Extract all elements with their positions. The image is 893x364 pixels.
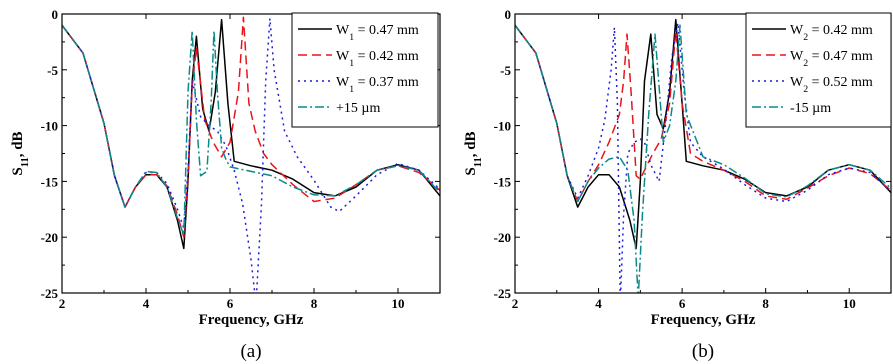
y-tick-label: -5 (47, 63, 58, 78)
y-tick-label: 0 (505, 7, 512, 22)
legend-label-1: W2 = 0.42 mm (790, 23, 873, 43)
legend: W1 = 0.47 mm W1 = 0.42 mm W1 = 0.37 mm +15 … (291, 12, 439, 128)
y-tick-label: -20 (41, 230, 58, 245)
y-tick-label: -15 (494, 174, 512, 189)
legend: W2 = 0.42 mm W2 = 0.47 mm W2 = 0.52 mm -15 … (745, 12, 892, 128)
legend-label-4: -15 µm (790, 101, 831, 116)
y-tick-label: -20 (494, 230, 511, 245)
x-tick-label: 8 (311, 296, 318, 311)
x-tick-label: 6 (227, 296, 234, 311)
y-tick-label: -10 (41, 119, 58, 134)
x-tick-label: 10 (392, 296, 405, 311)
series-line-4 (515, 24, 891, 293)
legend-label-3: W2 = 0.52 mm (790, 75, 873, 95)
x-tick-label: 10 (843, 296, 856, 311)
legend-label-3: W1 = 0.37 mm (336, 75, 419, 95)
legend-label-4: +15 µm (336, 101, 380, 116)
legend-box (745, 12, 892, 128)
y-axis-title: S11, dB (10, 131, 31, 175)
legend-box (291, 12, 439, 128)
chart-panel-2: 2 4 6 8 10 0 -5 -10 -15 -20 -25 Frequency, GHz S11, … (463, 7, 892, 362)
series-line-2 (62, 16, 440, 238)
series-group (515, 18, 891, 293)
panel-caption: (a) (240, 341, 261, 362)
y-tick-label: -15 (41, 174, 59, 189)
y-tick-label: -25 (41, 286, 59, 301)
panel-caption: (b) (692, 341, 714, 362)
x-tick-label: 8 (762, 296, 769, 311)
legend-label-2: W2 = 0.47 mm (790, 49, 873, 69)
legend-label-2: W1 = 0.42 mm (336, 49, 419, 69)
legend-label-1: W1 = 0.47 mm (336, 23, 419, 43)
x-tick-label: 6 (679, 296, 686, 311)
x-axis-title: Frequency, GHz (199, 312, 304, 328)
y-tick-label: -25 (494, 286, 512, 301)
x-tick-label: 2 (59, 296, 66, 311)
y-tick-label: -10 (494, 119, 511, 134)
x-tick-label: 4 (143, 296, 150, 311)
x-tick-label: 4 (595, 296, 602, 311)
x-tick-label: 2 (512, 296, 519, 311)
y-tick-label: 0 (52, 7, 59, 22)
series-group (62, 16, 440, 293)
y-tick-label: -5 (500, 63, 511, 78)
x-axis-title: Frequency, GHz (651, 312, 756, 328)
chart-panel-1: 2 4 6 8 10 0 -5 -10 -15 -20 -25 Frequency, GHz S11, … (10, 7, 441, 362)
series-line-4 (62, 24, 440, 236)
y-axis-title: S11, dB (463, 131, 484, 175)
